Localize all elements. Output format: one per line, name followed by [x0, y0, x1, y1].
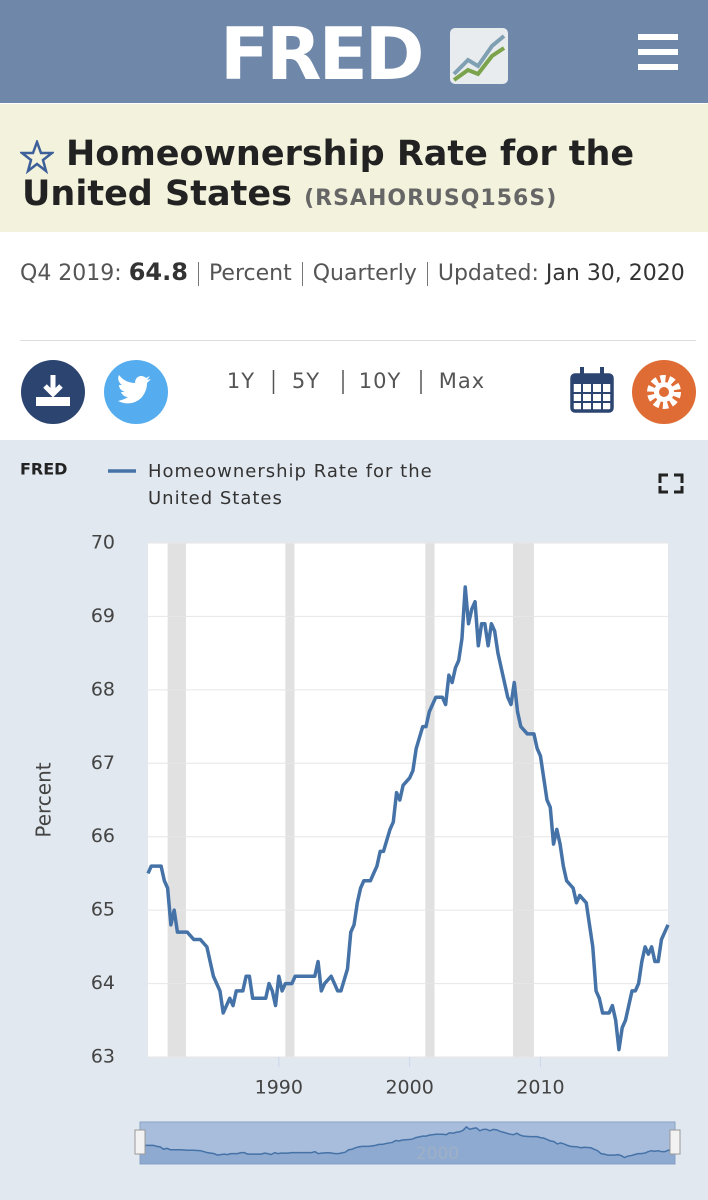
logo[interactable]: FRED — [220, 12, 425, 96]
chart-logo: FRED — [20, 460, 67, 479]
range-button[interactable]: Max — [439, 369, 485, 393]
updated-date: Jan 30, 2020 — [545, 261, 685, 286]
favorite-star[interactable] — [20, 140, 54, 174]
title: Homeownership Rate for the United States… — [22, 134, 692, 219]
navigator-label: 2000 — [416, 1144, 459, 1164]
title-text: Homeownership Rate for the United States — [22, 134, 635, 214]
y-tick-label: 68 — [91, 678, 115, 700]
range-button[interactable]: 5Y — [292, 369, 320, 393]
range-button[interactable]: 1Y — [227, 369, 255, 393]
title-block: Homeownership Rate for the United States… — [0, 104, 708, 232]
navigator-line — [139, 1125, 676, 1159]
frequency: Quarterly — [312, 261, 417, 286]
y-tick-label: 66 — [91, 825, 115, 847]
x-tick-label: 1990 — [255, 1077, 303, 1099]
updated-label: Updated: — [437, 261, 539, 286]
twitter-button[interactable] — [104, 360, 168, 424]
recession-band — [285, 543, 295, 1057]
header: FRED — [0, 0, 708, 103]
calendar-button[interactable] — [570, 367, 614, 413]
y-tick-label: 70 — [91, 532, 115, 554]
menu-button[interactable] — [636, 32, 680, 72]
chart: FRED Percent 63 64 65 66 67 68 69 70 1990 2000 201… — [20, 460, 684, 1165]
navigator-handle[interactable] — [669, 1129, 681, 1155]
recession-band — [512, 543, 534, 1057]
download-button[interactable] — [21, 360, 85, 424]
x-tick-label: 2000 — [385, 1077, 433, 1099]
logo-icon — [450, 28, 508, 84]
recession-band — [425, 543, 435, 1057]
divider — [20, 340, 696, 341]
info: Q4 2019: 64.8 Percent Quarterly Updated: Ja… — [20, 256, 690, 290]
latest-value: 64.8 — [128, 258, 188, 286]
fullscreen-button[interactable] — [658, 473, 684, 494]
settings-button[interactable] — [632, 360, 696, 424]
navigator-area — [140, 1126, 675, 1164]
navigator-handle[interactable] — [134, 1129, 146, 1155]
series-id: (RSAHORUSQ156S) — [304, 186, 558, 211]
y-axis-label: Percent — [32, 762, 56, 837]
y-tick-label: 65 — [91, 899, 115, 921]
period: Q4 2019: — [20, 261, 122, 286]
units: Percent — [208, 261, 292, 286]
range-button[interactable]: 10Y — [359, 369, 402, 393]
y-tick-label: 63 — [91, 1046, 115, 1068]
toolbar: 1Y 5Y 10Y Max — [21, 360, 696, 424]
y-tick-label: 67 — [91, 752, 115, 774]
y-tick-label: 69 — [91, 605, 115, 627]
x-tick-label: 2010 — [516, 1077, 564, 1099]
chart-panel: FRED Percent 63 64 65 66 67 68 69 70 1990 2000 201… — [0, 440, 708, 1200]
plot-area — [148, 543, 668, 1057]
data-line — [146, 585, 670, 1052]
recession-band — [167, 543, 186, 1057]
y-tick-label: 64 — [91, 972, 115, 994]
legend-label: Homeownership Rate for the United States — [148, 461, 433, 509]
